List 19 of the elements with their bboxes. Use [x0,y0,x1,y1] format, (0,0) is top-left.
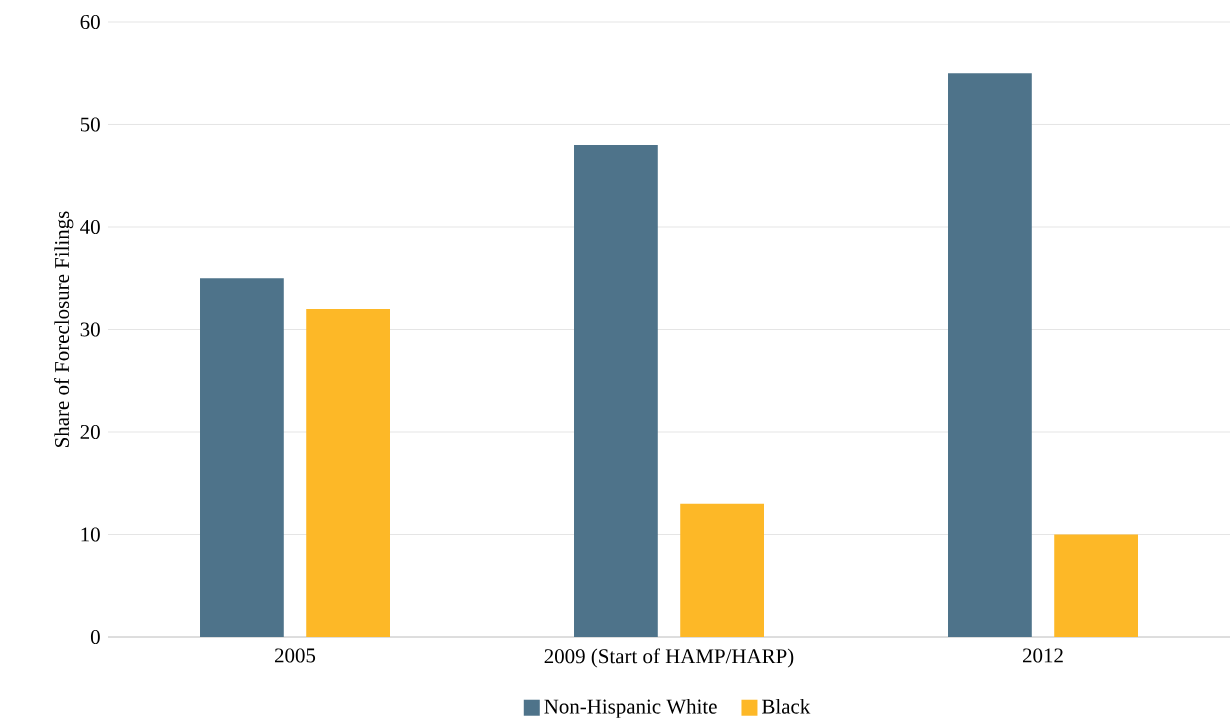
legend-label: Non-Hispanic White [544,698,717,718]
y-tick-label: 10 [81,527,100,542]
y-axis-title: Share of Foreclosure Filings [54,211,74,447]
y-tick-label: 20 [80,424,100,440]
x-tick-label: 2005 [274,648,316,663]
y-tick-label: 0 [90,629,100,645]
legend-label: Black [762,698,811,714]
y-tick-label: 50 [80,117,100,132]
y-tick-label: 60 [80,14,100,30]
y-tick-label: 30 [80,322,100,337]
bar [574,144,658,637]
bar [680,503,764,637]
y-tick-label: 40 [80,219,100,235]
x-tick-label: 2012 [1022,648,1063,663]
x-tick-label: 2009 (Start of HAMP/HARP) [544,648,794,668]
bar [1054,534,1138,637]
bar [200,278,284,637]
bar [948,73,1032,637]
bar [306,309,390,637]
